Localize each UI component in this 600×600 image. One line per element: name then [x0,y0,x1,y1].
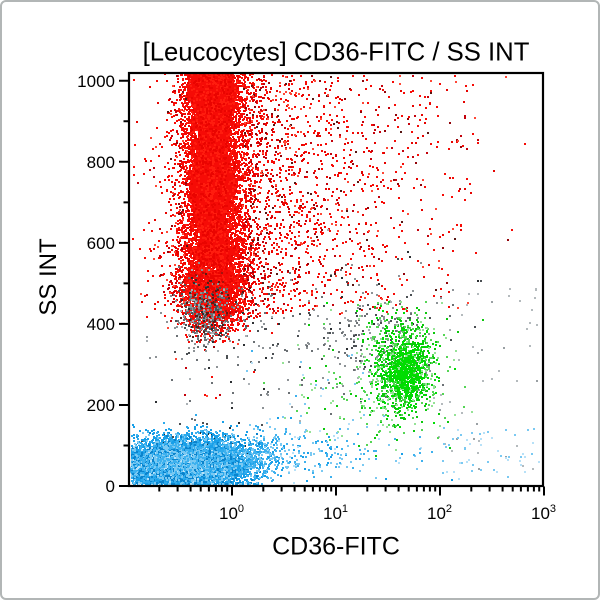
svg-text:0: 0 [106,477,115,496]
svg-text:400: 400 [87,315,115,334]
svg-text:102: 102 [427,503,452,523]
svg-text:800: 800 [87,153,115,172]
svg-text:600: 600 [87,234,115,253]
svg-text:1000: 1000 [77,72,115,91]
svg-text:100: 100 [219,503,244,523]
svg-text:103: 103 [531,503,556,523]
svg-text:SS INT: SS INT [35,238,62,316]
svg-text:[Leucocytes] CD36-FITC / SS IN: [Leucocytes] CD36-FITC / SS INT [143,39,530,67]
svg-text:101: 101 [323,503,348,523]
svg-text:200: 200 [87,396,115,415]
svg-text:CD36-FITC: CD36-FITC [272,533,400,561]
